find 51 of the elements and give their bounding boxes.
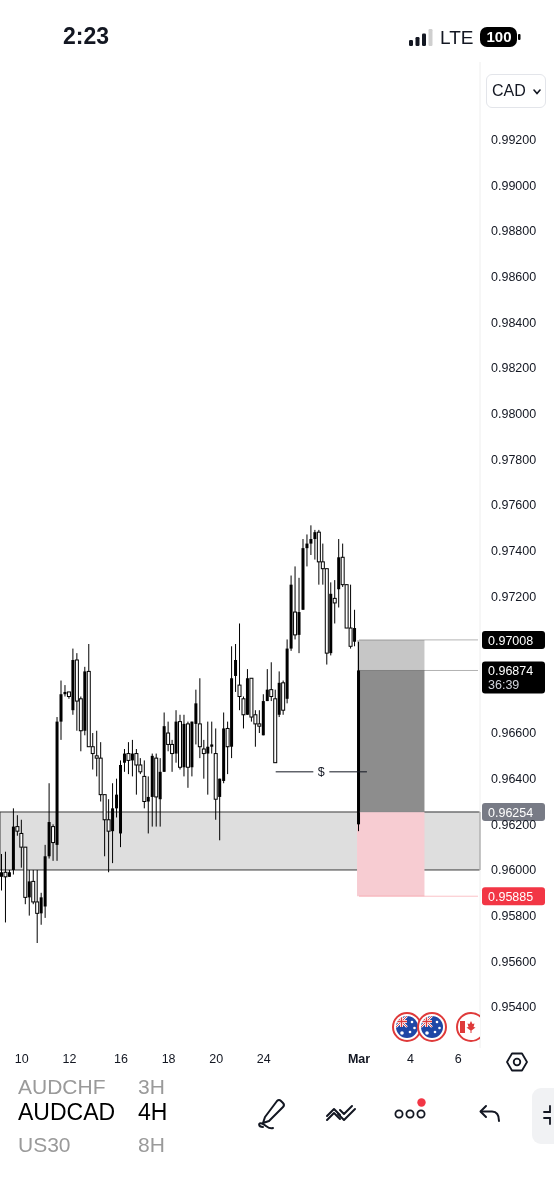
y-tick-label: 0.99200: [491, 133, 537, 148]
x-tick-label: Mar: [347, 1051, 371, 1066]
y-tick-label: 0.95600: [491, 954, 537, 969]
y-tick-label: 0.98600: [491, 269, 537, 284]
y-tick-label: 0.96000: [491, 863, 537, 878]
y-tick-label: 0.95800: [491, 909, 537, 924]
x-tick-label: 10: [14, 1051, 29, 1066]
ref-line-label: $: [317, 765, 325, 780]
x-tick-label: 6: [454, 1051, 462, 1066]
candlestick: [206, 721, 210, 796]
text: CAD: [492, 82, 526, 99]
candlestick: [313, 529, 317, 561]
x-tick-label: 18: [161, 1051, 176, 1066]
y-tick-label: 0.97800: [491, 452, 537, 467]
x-tick-label: 24: [256, 1051, 271, 1066]
text: 4H: [138, 1099, 168, 1125]
text: 36:39: [488, 678, 520, 693]
x-tick-label: 20: [209, 1051, 224, 1066]
y-tick-label: 0.96400: [491, 772, 537, 787]
text: AUDCAD: [18, 1099, 116, 1125]
text: AUDCHF: [18, 1075, 106, 1098]
y-tick-label: 0.97400: [491, 543, 537, 558]
ref-line-label: 0.96874: [488, 664, 534, 679]
candlestick: [265, 668, 269, 702]
text: 3H: [138, 1075, 165, 1098]
y-tick-label: 0.99000: [491, 178, 537, 193]
candlestick: [35, 869, 40, 944]
text: 8H: [138, 1133, 165, 1156]
candlestick: [126, 741, 131, 775]
candlestick: [237, 622, 242, 711]
y-tick-label: 0.95400: [491, 1000, 537, 1015]
ref-line-label: 0.96254: [488, 806, 534, 820]
text: 2:23: [63, 23, 110, 49]
x-tick-label: 4: [407, 1051, 415, 1066]
y-tick-label: 0.96600: [491, 726, 537, 741]
text: LTE: [440, 27, 474, 48]
y-tick-label: 0.98800: [491, 224, 537, 239]
candlestick: [234, 643, 238, 693]
x-tick-label: 12: [62, 1051, 77, 1066]
y-tick-label: 0.98400: [491, 315, 537, 330]
text: US30: [18, 1133, 71, 1156]
ref-line-label: 0.95885: [488, 890, 534, 905]
y-tick-label: 0.97600: [491, 498, 537, 513]
y-tick-label: 0.97200: [491, 589, 537, 604]
y-tick-label: 0.98000: [491, 406, 537, 421]
x-tick-label: 16: [114, 1051, 128, 1066]
candlestick: [210, 721, 214, 755]
candlestick: [146, 775, 150, 834]
ref-line-label: 0.97008: [488, 633, 534, 648]
y-tick-label: 0.96200: [491, 817, 537, 832]
y-tick-label: 0.98200: [491, 361, 537, 376]
